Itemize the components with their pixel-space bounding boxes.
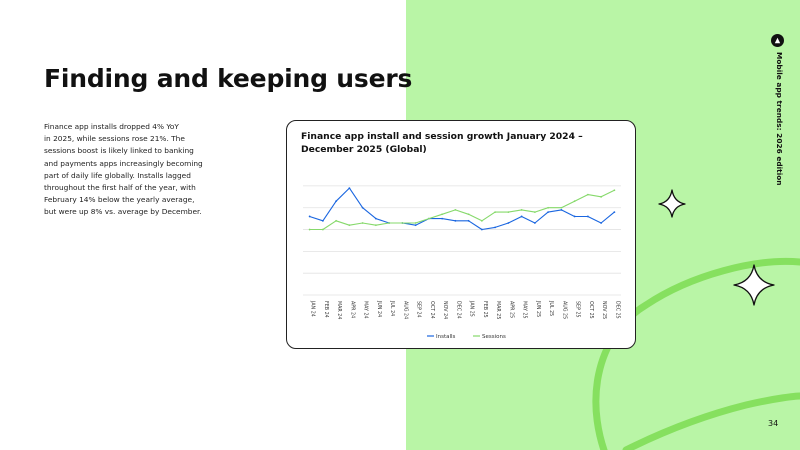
data-point-sessions: [348, 224, 351, 227]
line-chart: JAN 24 FEB 24 MAR 24 APR 24 MAY 24 JUN 24 JUL …: [303, 185, 621, 340]
x-tick-label: SEP 24: [416, 301, 422, 318]
data-point-sessions: [308, 228, 311, 231]
data-point-sessions: [374, 224, 377, 227]
body-line: throughout the first half of the year, w…: [44, 183, 196, 193]
x-tick-label: FEB 25: [482, 301, 488, 318]
data-point-installs: [573, 215, 576, 218]
chart-title-line: Finance app install and session growth J…: [301, 131, 583, 142]
x-tick-label: NOV 24: [442, 301, 448, 319]
x-tick-label: MAY 25: [522, 301, 528, 319]
body-line: in 2025, while sessions rose 21%. The: [44, 134, 185, 144]
data-point-sessions: [586, 193, 589, 196]
data-point-sessions: [414, 222, 417, 224]
data-point-sessions: [480, 219, 483, 222]
data-point-installs: [533, 222, 536, 224]
body-line: but were up 8% vs. average by December.: [44, 207, 202, 217]
x-tick-label: OCT 24: [429, 301, 435, 319]
body-line: Finance app installs dropped 4% YoY: [44, 122, 179, 131]
series-line-installs: [309, 187, 615, 231]
data-point-sessions: [494, 211, 497, 213]
data-point-installs: [600, 222, 603, 224]
x-tick-label: SEP 25: [575, 301, 581, 318]
page-number: 34: [768, 419, 779, 428]
data-point-sessions: [467, 213, 470, 216]
x-tick-label: NOV 25: [601, 301, 607, 319]
body-line: sessions boost is likely linked to banki…: [44, 146, 194, 156]
data-point-sessions: [560, 206, 563, 209]
data-point-sessions: [388, 222, 391, 224]
data-point-sessions: [547, 206, 550, 209]
data-point-sessions: [520, 209, 523, 211]
series-line-sessions: [309, 189, 615, 231]
data-point-sessions: [321, 228, 324, 231]
data-point-installs: [480, 228, 483, 231]
x-tick-label: APR 24: [349, 301, 355, 318]
body-paragraph: Finance app installs dropped 4% YoY in 2…: [44, 121, 224, 219]
data-point-installs: [441, 217, 444, 220]
data-point-installs: [613, 211, 616, 213]
sparkle-small-icon: [658, 189, 686, 218]
data-point-sessions: [441, 213, 444, 216]
x-tick-label: FEB 24: [323, 301, 329, 318]
x-tick-label: DEC 24: [455, 301, 461, 319]
data-point-sessions: [401, 222, 404, 224]
body-line: part of daily life globally. Installs la…: [44, 170, 191, 180]
decoration-layer: [592, 189, 800, 450]
x-tick-label: JUL 25: [548, 300, 554, 316]
data-point-sessions: [533, 211, 536, 213]
x-tick-label: AUG 24: [402, 301, 408, 319]
data-point-installs: [374, 217, 377, 220]
decorative-loop-shape: [592, 257, 800, 450]
legend-label-sessions: Sessions: [482, 334, 506, 340]
data-point-installs: [467, 219, 470, 222]
data-point-installs: [335, 200, 338, 203]
data-point-installs: [586, 215, 589, 218]
data-point-installs: [414, 224, 417, 227]
chart-title: Finance app install and session growth J…: [301, 130, 601, 156]
side-label-text: Mobile app trends: 2026 edition: [775, 52, 784, 186]
data-point-installs: [321, 219, 324, 222]
side-label: Mobile app trends: 2026 edition: [770, 34, 786, 186]
sparkle-large-icon: [733, 264, 775, 306]
x-tick-label: JUN 25: [535, 300, 541, 317]
data-point-sessions: [454, 209, 457, 211]
data-point-sessions: [361, 222, 364, 224]
x-tick-label: APR 25: [508, 301, 514, 318]
data-point-sessions: [573, 200, 576, 203]
x-tick-label: AUG 25: [561, 301, 567, 319]
x-tick-label: OCT 25: [588, 301, 594, 319]
data-point-sessions: [507, 211, 510, 213]
data-point-sessions: [600, 195, 603, 198]
x-tick-label: JAN 25: [469, 300, 475, 317]
x-tick-label: JAN 24: [310, 300, 316, 317]
data-point-installs: [547, 211, 550, 213]
data-point-installs: [520, 215, 523, 218]
page-title: Finding and keeping users: [44, 64, 413, 93]
body-line: and payments apps increasingly becoming: [44, 158, 203, 168]
chart-card: Finance app install and session growth J…: [286, 120, 636, 349]
data-point-installs: [454, 219, 457, 222]
body-line: February 14% below the yearly average,: [44, 195, 195, 205]
data-point-sessions: [613, 189, 616, 192]
x-tick-label: MAR 24: [336, 301, 342, 319]
x-tick-label: MAY 24: [363, 301, 369, 319]
brand-logo-icon: [771, 34, 784, 47]
chart-title-line: December 2025 (Global): [301, 144, 427, 155]
data-point-installs: [361, 206, 364, 209]
data-point-sessions: [335, 219, 338, 222]
data-point-installs: [560, 209, 563, 211]
legend-label-installs: Installs: [436, 334, 456, 340]
data-point-installs: [494, 226, 497, 229]
data-point-sessions: [427, 217, 430, 220]
data-point-installs: [308, 215, 311, 218]
x-tick-label: DEC 25: [614, 301, 620, 319]
data-point-installs: [507, 222, 510, 224]
data-point-installs: [348, 187, 351, 189]
x-tick-label: JUL 24: [389, 300, 395, 316]
x-tick-label: JUN 24: [376, 300, 382, 317]
x-tick-label: MAR 25: [495, 301, 501, 319]
